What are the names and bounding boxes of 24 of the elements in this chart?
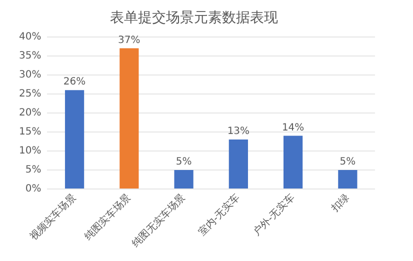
bar bbox=[120, 48, 139, 189]
y-tick-label: 5% bbox=[25, 164, 42, 176]
data-label: 26% bbox=[63, 76, 86, 88]
chart-title: 表单提交场景元素数据表现 bbox=[110, 10, 278, 26]
bar bbox=[338, 170, 358, 189]
y-tick-label: 25% bbox=[18, 88, 42, 100]
y-tick-label: 30% bbox=[18, 69, 42, 80]
y-tick-label: 40% bbox=[18, 31, 42, 42]
y-tick-label: 10% bbox=[18, 146, 42, 157]
data-label: 13% bbox=[227, 126, 250, 138]
bar bbox=[228, 140, 248, 189]
x-tick-label: 扣绿 bbox=[328, 192, 352, 216]
x-tick-label: 户外-无实车 bbox=[250, 192, 298, 238]
data-label: 37% bbox=[118, 34, 140, 46]
data-label: 14% bbox=[282, 122, 304, 134]
data-label: 5% bbox=[340, 156, 356, 168]
bar bbox=[174, 170, 194, 189]
x-tick-label: 室内-无实车 bbox=[196, 192, 242, 238]
y-tick-label: 35% bbox=[18, 50, 42, 62]
data-label: 5% bbox=[176, 156, 192, 168]
bar bbox=[64, 90, 84, 189]
bar bbox=[283, 136, 303, 189]
y-tick-label: 20% bbox=[18, 108, 42, 118]
y-tick-label: 15% bbox=[18, 126, 42, 138]
